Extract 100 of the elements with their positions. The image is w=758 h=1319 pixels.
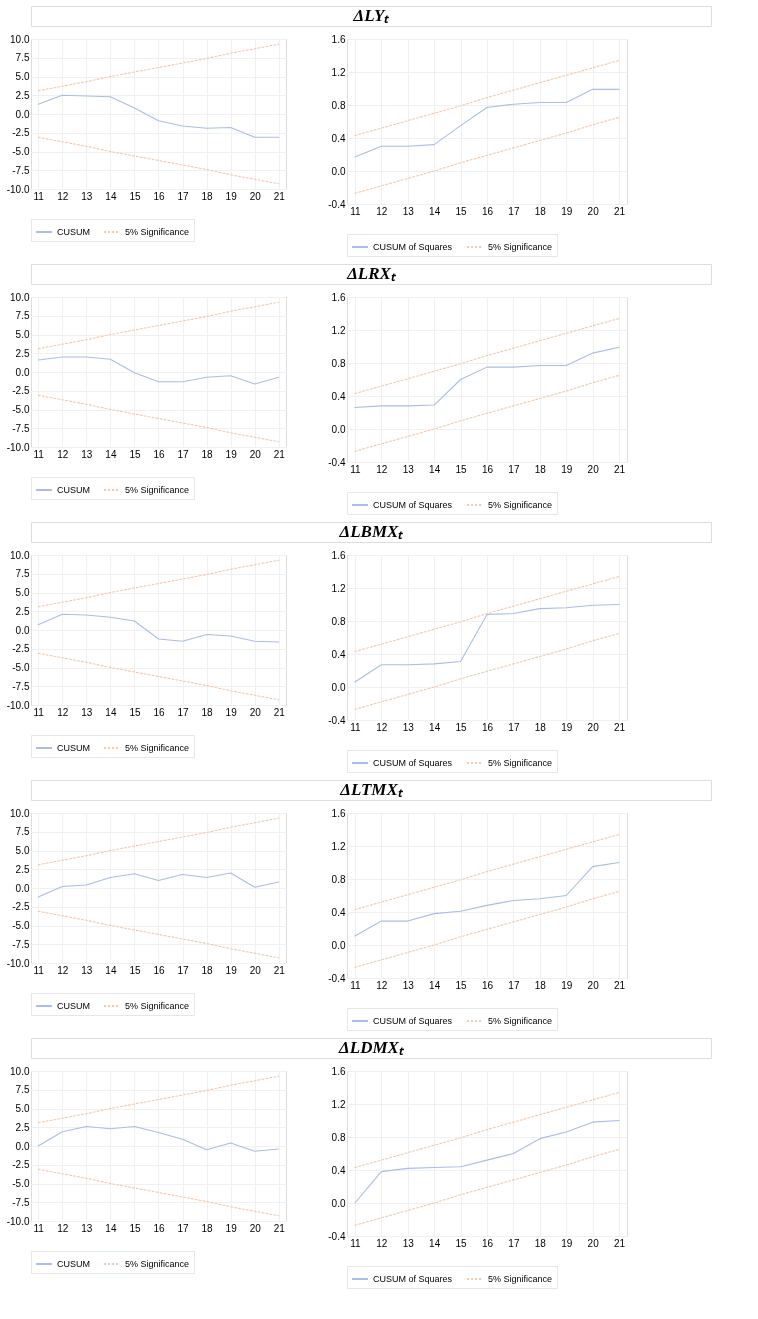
- y-tick-label: 0.4: [331, 906, 346, 918]
- y-tick-label: 0.8: [331, 615, 346, 627]
- line-series: [354, 632, 620, 710]
- y-tick-label: -7.5: [12, 164, 30, 176]
- line-series: [37, 559, 280, 608]
- x-tick-label: 11: [350, 979, 362, 991]
- x-tick-label: 18: [201, 448, 214, 460]
- y-tick-label: 1.6: [331, 549, 346, 561]
- x-tick-label: 19: [225, 190, 238, 202]
- x-tick-label: 18: [534, 721, 547, 733]
- x-tick-label: 16: [481, 205, 494, 217]
- text: ΔLRXₜ: [346, 264, 397, 283]
- line-series: [354, 346, 620, 409]
- x-tick-label: 15: [129, 706, 141, 718]
- x-tick-label: 13: [402, 979, 415, 991]
- x-tick-label: 12: [376, 463, 388, 475]
- x-tick-label: 14: [429, 463, 441, 475]
- y-tick-label: 10.0: [10, 549, 30, 561]
- line-series: [37, 1075, 280, 1124]
- y-tick-label: -7.5: [12, 680, 30, 692]
- y-tick-label: -2.5: [12, 127, 30, 139]
- y-tick-label: 1.6: [331, 291, 346, 303]
- x-tick-label: 21: [273, 448, 286, 460]
- x-tick-label: 16: [153, 1222, 165, 1234]
- x-tick-label: 21: [273, 190, 286, 202]
- y-tick-label: -5.0: [12, 662, 30, 673]
- y-tick-label: 1.2: [331, 1098, 346, 1110]
- x-tick-label: 11: [33, 1222, 45, 1234]
- x-tick-label: 14: [105, 190, 117, 202]
- x-tick-label: 19: [225, 706, 238, 718]
- legend-label: CUSUM of Squares: [373, 500, 453, 510]
- x-tick-label: 13: [81, 706, 93, 718]
- x-tick-label: 18: [201, 964, 214, 976]
- legend-label: 5% Significance: [125, 485, 190, 495]
- x-tick-label: 15: [455, 1237, 468, 1249]
- y-tick-label: 10.0: [10, 1065, 30, 1077]
- legend-label: 5% Significance: [125, 1259, 190, 1269]
- x-tick-label: 18: [201, 706, 214, 718]
- x-tick-label: 18: [534, 979, 547, 991]
- y-tick-label: 0.0: [331, 681, 346, 693]
- x-tick-label: 20: [249, 1222, 262, 1234]
- x-tick-label: 16: [481, 979, 494, 991]
- line-series: [37, 872, 280, 898]
- line-series: [354, 1119, 620, 1204]
- x-tick-label: 16: [153, 448, 165, 460]
- y-tick-label: 0.4: [331, 132, 346, 144]
- x-tick-label: 19: [561, 979, 573, 991]
- x-tick-label: 18: [201, 1222, 214, 1234]
- line-series: [354, 59, 620, 137]
- x-tick-label: 15: [455, 205, 468, 217]
- line-series: [37, 301, 280, 350]
- x-tick-label: 13: [81, 448, 93, 460]
- x-tick-label: 15: [129, 1222, 141, 1234]
- line-series: [37, 910, 280, 959]
- x-tick-label: 13: [402, 1237, 415, 1249]
- y-tick-label: 2.5: [15, 605, 30, 617]
- x-tick-label: 13: [402, 205, 415, 217]
- x-tick-label: 13: [402, 721, 415, 733]
- x-tick-label: 17: [508, 979, 520, 991]
- x-tick-label: 14: [429, 1237, 441, 1249]
- line-series: [354, 1148, 620, 1226]
- y-tick-label: -10.0: [6, 1215, 30, 1227]
- y-tick-label: 5.0: [15, 587, 30, 598]
- line-series: [37, 94, 280, 138]
- x-tick-label: 12: [376, 1237, 388, 1249]
- x-tick-label: 20: [249, 448, 262, 460]
- x-tick-label: 11: [33, 706, 45, 718]
- x-tick-label: 18: [534, 463, 547, 475]
- x-tick-label: 20: [587, 721, 600, 733]
- y-tick-label: 0.0: [331, 423, 346, 435]
- x-tick-label: 16: [153, 706, 165, 718]
- x-tick-label: 17: [177, 190, 190, 202]
- x-tick-label: 16: [153, 964, 165, 976]
- text: ΔLBMXₜ: [338, 522, 405, 541]
- x-tick-label: 17: [177, 448, 190, 460]
- line-series: [354, 317, 620, 395]
- y-tick-label: -2.5: [12, 385, 30, 397]
- x-tick-label: 17: [177, 706, 190, 718]
- y-tick-label: -0.4: [328, 714, 346, 726]
- x-tick-label: 17: [508, 1237, 520, 1249]
- x-tick-label: 14: [105, 706, 117, 718]
- x-tick-label: 17: [508, 721, 520, 733]
- x-tick-label: 13: [81, 964, 93, 976]
- y-tick-label: 10.0: [10, 291, 30, 303]
- y-tick-label: -0.4: [328, 972, 346, 984]
- y-tick-label: 2.5: [15, 89, 30, 101]
- x-tick-label: 17: [508, 205, 520, 217]
- x-tick-label: 17: [177, 964, 190, 976]
- y-tick-label: 2.5: [15, 347, 30, 359]
- y-tick-label: 5.0: [15, 1103, 30, 1114]
- x-tick-label: 21: [273, 1222, 286, 1234]
- y-tick-label: -0.4: [328, 456, 346, 468]
- y-tick-label: 1.2: [331, 582, 346, 594]
- y-tick-label: -2.5: [12, 643, 30, 655]
- y-tick-label: 0.0: [15, 108, 30, 120]
- legend-label: CUSUM of Squares: [373, 242, 453, 252]
- x-tick-label: 20: [249, 964, 262, 976]
- y-tick-label: -5.0: [12, 146, 30, 157]
- y-tick-label: 10.0: [10, 33, 30, 45]
- x-tick-label: 14: [429, 205, 441, 217]
